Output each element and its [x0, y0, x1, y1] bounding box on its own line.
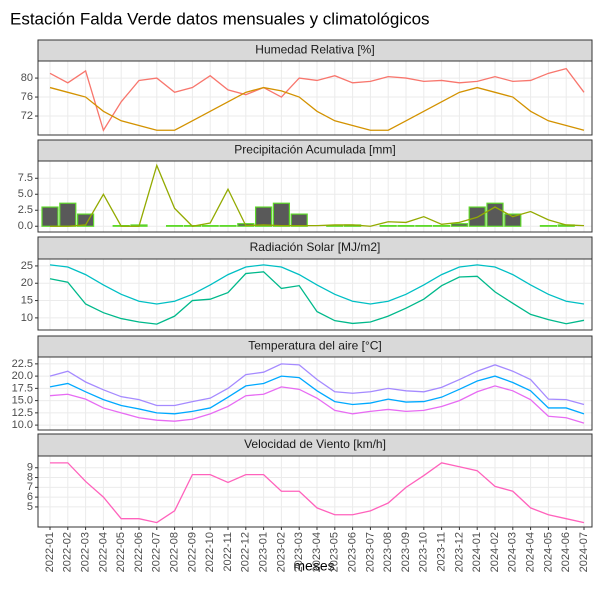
bar — [254, 206, 273, 227]
y-tick-label: 10.0 — [12, 419, 33, 431]
line — [49, 67, 585, 132]
line — [49, 385, 585, 424]
panel — [38, 357, 592, 430]
x-tick-label: 2023-04 — [311, 532, 323, 572]
x-tick-label: 2023-08 — [382, 532, 394, 572]
panel-border — [37, 455, 593, 528]
y-tick-label: 5.0 — [18, 188, 33, 200]
y-tick-label: 8 — [27, 471, 33, 483]
x-tick-label: 2022-09 — [186, 532, 198, 572]
x-tick-label: 2024-02 — [489, 532, 501, 572]
line — [49, 363, 585, 407]
y-tick-label: 20 — [21, 277, 33, 289]
x-tick-label: 2022-12 — [240, 532, 252, 572]
x-tick-label: 2023-03 — [293, 532, 305, 572]
x-tick-label: 2022-11 — [222, 532, 234, 572]
y-tick-label: 5 — [27, 501, 33, 513]
y-tick-label: 20.0 — [12, 370, 33, 382]
chart-title: Estación Falda Verde datos mensuales y c… — [10, 9, 430, 28]
y-tick-label: 6 — [27, 491, 33, 503]
y-tick-label: 72 — [21, 110, 33, 122]
line — [49, 375, 585, 415]
bar — [450, 223, 469, 227]
x-tick-label: 2024-01 — [471, 532, 483, 572]
y-tick-label: 12.5 — [12, 407, 33, 419]
x-tick-label: 2023-06 — [347, 532, 359, 572]
x-tick-label: 2022-06 — [133, 532, 145, 572]
x-tick-label: 2024-05 — [542, 532, 554, 572]
bar — [201, 225, 219, 227]
x-tick-label: 2024-04 — [525, 532, 537, 572]
x-tick-label: 2024-06 — [560, 532, 572, 572]
panel-title: Velocidad de Viento [km/h] — [244, 437, 386, 451]
line — [49, 86, 585, 131]
x-tick-label: 2022-02 — [62, 532, 74, 572]
y-tick-label: 76 — [21, 91, 33, 103]
x-tick-label: 2023-12 — [453, 532, 465, 572]
bar — [397, 225, 415, 227]
y-tick-label: 0.0 — [18, 220, 33, 232]
x-tick-label: 2023-02 — [275, 532, 287, 572]
bar — [41, 206, 59, 227]
y-tick-label: 15 — [21, 294, 33, 306]
y-tick-label: 17.5 — [12, 382, 33, 394]
x-tick-label: 2022-03 — [80, 532, 92, 572]
x-tick-label: 2022-05 — [115, 532, 127, 572]
panel-border — [37, 258, 593, 331]
bar — [272, 202, 291, 227]
y-tick-label: 9 — [27, 462, 33, 474]
bar — [432, 225, 451, 227]
panel-title: Humedad Relativa [%] — [255, 43, 374, 57]
y-tick-label: 15.0 — [12, 395, 33, 407]
line — [49, 271, 585, 325]
bar — [290, 213, 308, 227]
y-tick-label: 22.5 — [12, 358, 33, 370]
y-tick-label: 80 — [21, 72, 33, 84]
x-tick-label: 2024-03 — [507, 532, 519, 572]
panel-title: Precipitación Acumulada [mm] — [234, 143, 395, 157]
x-tick-label: 2023-01 — [258, 532, 270, 572]
panel-title: Radiación Solar [MJ/m2] — [250, 240, 381, 254]
x-tick-label: 2023-11 — [436, 532, 448, 572]
panel-border — [37, 356, 593, 431]
x-tick-label: 2022-10 — [204, 532, 216, 572]
x-tick-label: 2023-05 — [329, 532, 341, 572]
bar — [219, 225, 237, 227]
bar — [59, 202, 77, 227]
bar — [379, 225, 397, 227]
bar — [504, 213, 522, 227]
y-tick-label: 10 — [21, 312, 33, 324]
y-tick-label: 2.5 — [18, 204, 33, 216]
panel-border — [37, 160, 593, 233]
bar — [165, 225, 184, 227]
x-axis-label: meses — [293, 558, 334, 574]
bar — [539, 225, 558, 227]
x-tick-label: 2023-09 — [400, 532, 412, 572]
y-tick-label: 25 — [21, 260, 33, 272]
x-tick-label: 2022-01 — [44, 532, 56, 572]
line — [50, 462, 585, 524]
y-tick-label: 7 — [27, 481, 33, 493]
bar — [415, 225, 433, 227]
x-tick-label: 2022-08 — [169, 532, 181, 572]
y-tick-label: 7.5 — [18, 172, 33, 184]
x-tick-label: 2022-04 — [97, 532, 109, 572]
panel-title: Temperatura del aire [°C] — [248, 339, 382, 353]
x-tick-label: 2024-07 — [578, 532, 590, 572]
x-tick-label: 2023-10 — [418, 532, 430, 572]
panel-border — [37, 60, 593, 136]
x-tick-label: 2022-07 — [151, 532, 163, 572]
x-tick-label: 2023-07 — [364, 532, 376, 572]
line — [49, 264, 585, 305]
line — [50, 163, 585, 227]
